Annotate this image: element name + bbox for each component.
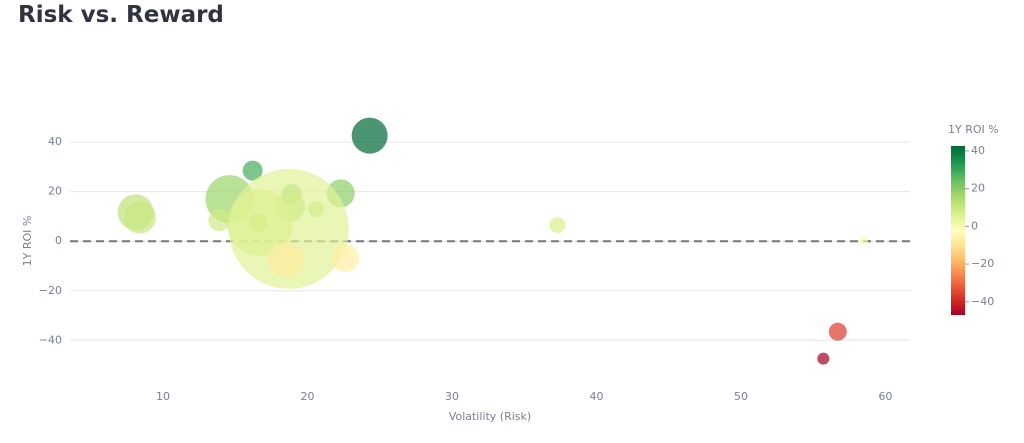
bubble xyxy=(267,241,304,278)
bubble xyxy=(859,236,868,245)
chart-title: Risk vs. Reward xyxy=(18,2,224,28)
colorbar-tick-label: 40 xyxy=(971,144,985,157)
colorbar-tick-label: −40 xyxy=(971,295,994,308)
y-tick-label: 0 xyxy=(55,234,62,247)
colorbar-tick-label: 20 xyxy=(971,182,985,195)
bubble xyxy=(208,209,231,232)
y-axis-title: 1Y ROI % xyxy=(21,216,34,267)
y-tick-label: −20 xyxy=(39,284,62,297)
bubble xyxy=(549,217,566,234)
bubble xyxy=(123,201,156,234)
x-tick-label: 20 xyxy=(301,390,315,403)
bubble xyxy=(817,352,830,365)
y-tick-label: 40 xyxy=(48,135,62,148)
bubble xyxy=(331,244,360,273)
bubble xyxy=(249,213,268,232)
colorbar-tick-label: 0 xyxy=(971,219,978,232)
x-tick-label: 10 xyxy=(156,390,170,403)
bubble xyxy=(828,322,847,341)
y-tick-label: 20 xyxy=(48,185,62,198)
bubble xyxy=(242,160,263,181)
colorbar-tick-label: −20 xyxy=(971,257,994,270)
colorbar xyxy=(951,146,965,315)
x-tick-label: 60 xyxy=(878,390,892,403)
y-tick-label: −40 xyxy=(39,333,62,346)
x-tick-label: 50 xyxy=(734,390,748,403)
x-tick-label: 40 xyxy=(589,390,603,403)
x-tick-label: 30 xyxy=(445,390,459,403)
x-axis-title: Volatility (Risk) xyxy=(449,410,531,423)
bubble xyxy=(228,168,349,289)
colorbar-title: 1Y ROI % xyxy=(948,123,999,136)
bubble xyxy=(351,117,388,154)
